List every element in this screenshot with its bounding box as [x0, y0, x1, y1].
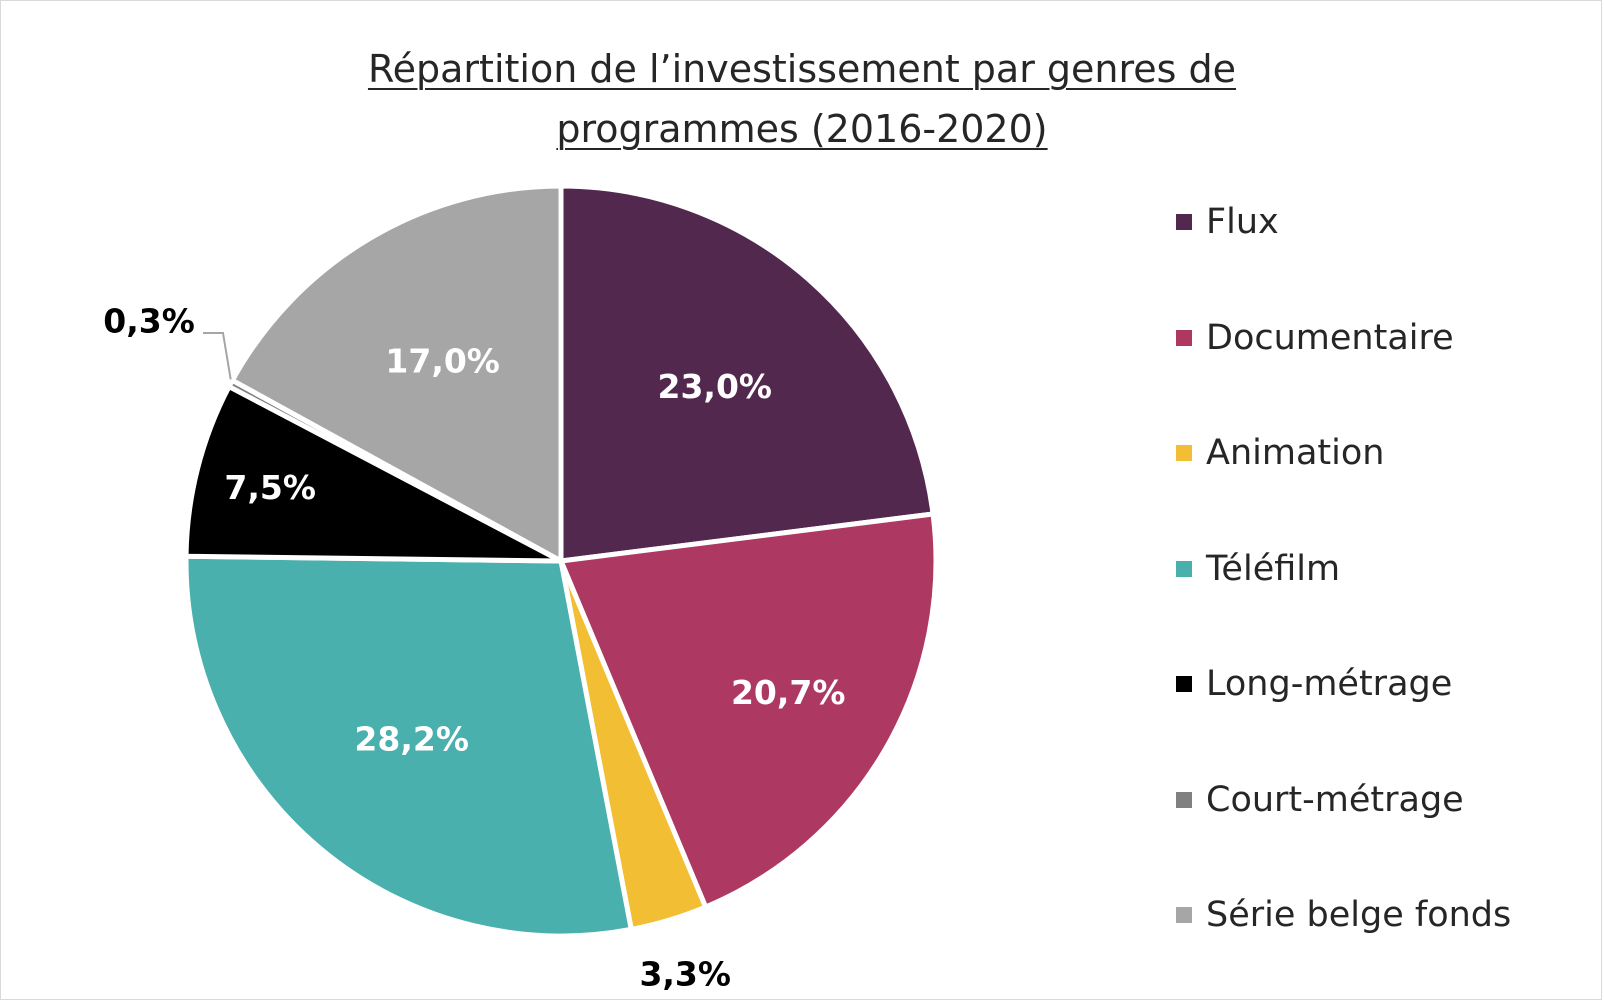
- pie-slice-telefilm: [183, 553, 634, 939]
- legend-swatch-animation: [1176, 445, 1192, 461]
- slice-label-telefilm: 28,2%: [354, 720, 469, 759]
- legend-item-telefilm: Téléfilm: [1176, 541, 1511, 657]
- legend-item-documentaire: Documentaire: [1176, 310, 1511, 426]
- legend-item-animation: Animation: [1176, 425, 1511, 541]
- legend-swatch-flux: [1176, 214, 1192, 230]
- chart-title: Répartition de l’investissement par genr…: [1, 39, 1603, 159]
- leader-line-court-metrage: [203, 332, 232, 380]
- slice-label-flux: 23,0%: [658, 367, 773, 406]
- legend-item-flux: Flux: [1176, 194, 1511, 310]
- legend-swatch-long-metrage: [1176, 676, 1192, 692]
- legend-label-serie-belge-fonds: Série belge fonds: [1206, 895, 1512, 935]
- legend-item-court-metrage: Court-métrage: [1176, 772, 1511, 888]
- legend-item-serie-belge-fonds: Série belge fonds: [1176, 887, 1511, 1003]
- slice-label-court-metrage: 0,3%: [103, 302, 195, 341]
- chart-title-line-2: programmes (2016-2020): [556, 107, 1048, 151]
- legend: Flux Documentaire Animation Téléfilm Lon…: [1176, 194, 1511, 1003]
- slice-label-long-metrage: 7,5%: [224, 468, 316, 507]
- slice-label-serie-belge-fonds: 17,0%: [385, 341, 500, 380]
- legend-item-long-metrage: Long-métrage: [1176, 656, 1511, 772]
- pie-slice-flux: [558, 183, 936, 564]
- legend-swatch-court-metrage: [1176, 791, 1192, 808]
- chart-title-line-1: Répartition de l’investissement par genr…: [367, 47, 1237, 91]
- slice-label-animation: 3,3%: [639, 954, 731, 993]
- legend-swatch-serie-belge-fonds: [1176, 907, 1192, 923]
- legend-swatch-telefilm: [1176, 560, 1192, 577]
- pie-slice-documentaire: [558, 511, 939, 910]
- pie-slice-serie-belge-fonds: [229, 183, 564, 564]
- legend-swatch-documentaire: [1176, 329, 1192, 346]
- legend-label-long-metrage: Long-métrage: [1206, 664, 1453, 704]
- pie-slices: [183, 183, 939, 939]
- legend-label-telefilm: Téléfilm: [1206, 548, 1341, 589]
- slice-labels: 23,0% 20,7% 3,3% 28,2% 7,5% 0,3% 17,0%: [103, 302, 845, 994]
- legend-label-flux: Flux: [1206, 202, 1279, 242]
- legend-label-court-metrage: Court-métrage: [1206, 779, 1464, 820]
- legend-label-documentaire: Documentaire: [1206, 317, 1454, 358]
- pie-slice-long-metrage: [183, 384, 564, 564]
- slice-label-documentaire: 20,7%: [731, 673, 846, 712]
- legend-label-animation: Animation: [1206, 433, 1385, 473]
